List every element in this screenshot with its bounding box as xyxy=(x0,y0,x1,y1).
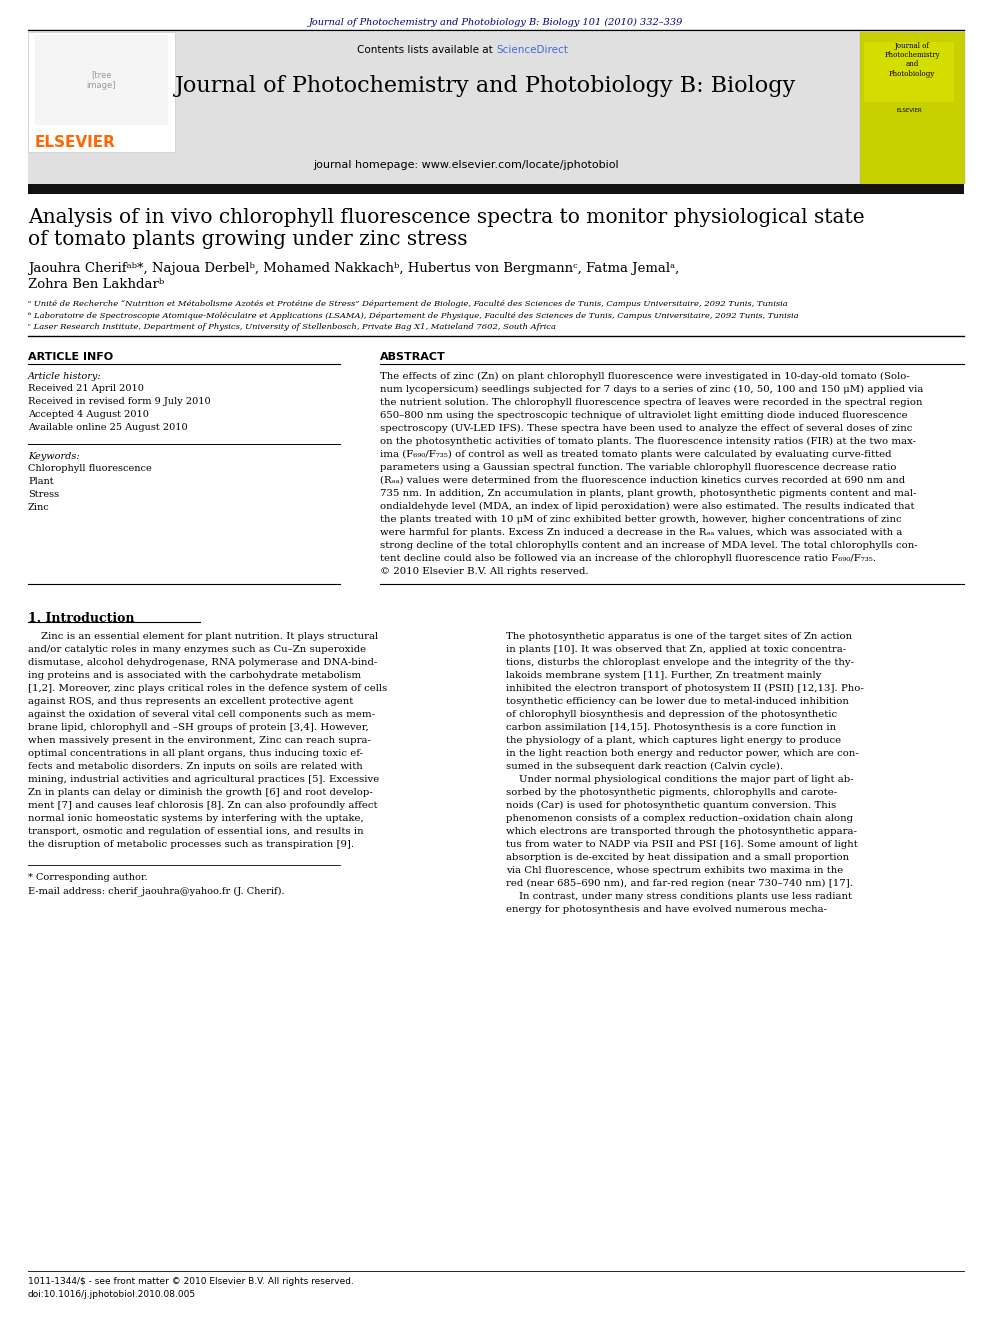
Text: Plant: Plant xyxy=(28,478,54,486)
Text: Zn in plants can delay or diminish the growth [6] and root develop-: Zn in plants can delay or diminish the g… xyxy=(28,789,373,796)
Text: brane lipid, chlorophyll and –SH groups of protein [3,4]. However,: brane lipid, chlorophyll and –SH groups … xyxy=(28,722,369,732)
Text: energy for photosynthesis and have evolved numerous mecha-: energy for photosynthesis and have evolv… xyxy=(506,905,827,914)
Text: The effects of zinc (Zn) on plant chlorophyll fluorescence were investigated in : The effects of zinc (Zn) on plant chloro… xyxy=(380,372,910,381)
Text: noids (Car) is used for photosynthetic quantum conversion. This: noids (Car) is used for photosynthetic q… xyxy=(506,800,836,810)
Text: of tomato plants growing under zinc stress: of tomato plants growing under zinc stre… xyxy=(28,230,467,249)
Text: and/or catalytic roles in many enzymes such as Cu–Zn superoxide: and/or catalytic roles in many enzymes s… xyxy=(28,646,366,654)
Text: in the light reaction both energy and reductor power, which are con-: in the light reaction both energy and re… xyxy=(506,749,859,758)
Text: 650–800 nm using the spectroscopic technique of ultraviolet light emitting diode: 650–800 nm using the spectroscopic techn… xyxy=(380,411,908,419)
Text: ᵇ Laboratoire de Spectroscopie Atomique-Moléculaire et Applications (LSAMA), Dép: ᵇ Laboratoire de Spectroscopie Atomique-… xyxy=(28,312,799,320)
Text: [tree
image]: [tree image] xyxy=(86,70,116,90)
Text: optimal concentrations in all plant organs, thus inducing toxic ef-: optimal concentrations in all plant orga… xyxy=(28,749,363,758)
Text: * Corresponding author.: * Corresponding author. xyxy=(28,873,148,882)
Text: Contents lists available at: Contents lists available at xyxy=(357,45,496,56)
Text: transport, osmotic and regulation of essential ions, and results in: transport, osmotic and regulation of ess… xyxy=(28,827,364,836)
Text: via Chl fluorescence, whose spectrum exhibits two maxima in the: via Chl fluorescence, whose spectrum exh… xyxy=(506,867,843,875)
Text: which electrons are transported through the photosynthetic appara-: which electrons are transported through … xyxy=(506,827,857,836)
Text: (Rₔₐ) values were determined from the fluorescence induction kinetics curves rec: (Rₔₐ) values were determined from the fl… xyxy=(380,476,905,486)
Text: Article history:: Article history: xyxy=(28,372,101,381)
Text: [1,2]. Moreover, zinc plays critical roles in the defence system of cells: [1,2]. Moreover, zinc plays critical rol… xyxy=(28,684,387,693)
Text: parameters using a Gaussian spectral function. The variable chlorophyll fluoresc: parameters using a Gaussian spectral fun… xyxy=(380,463,897,472)
Text: Available online 25 August 2010: Available online 25 August 2010 xyxy=(28,423,187,433)
Text: © 2010 Elsevier B.V. All rights reserved.: © 2010 Elsevier B.V. All rights reserved… xyxy=(380,568,588,576)
Bar xyxy=(28,32,175,152)
Text: num lycopersicum) seedlings subjected for 7 days to a series of zinc (10, 50, 10: num lycopersicum) seedlings subjected fo… xyxy=(380,385,924,394)
Text: normal ionic homeostatic systems by interfering with the uptake,: normal ionic homeostatic systems by inte… xyxy=(28,814,364,823)
Text: ing proteins and is associated with the carbohydrate metabolism: ing proteins and is associated with the … xyxy=(28,671,361,680)
Text: Journal of
Photochemistry
and
Photobiology: Journal of Photochemistry and Photobiolo… xyxy=(884,42,939,78)
Text: ELSEVIER: ELSEVIER xyxy=(35,135,116,149)
Text: ELSEVIER: ELSEVIER xyxy=(896,108,922,112)
Text: red (near 685–690 nm), and far-red region (near 730–740 nm) [17].: red (near 685–690 nm), and far-red regio… xyxy=(506,878,853,888)
Text: tosynthetic efficiency can be lower due to metal-induced inhibition: tosynthetic efficiency can be lower due … xyxy=(506,697,849,706)
Text: E-mail address: cherif_jaouhra@yahoo.fr (J. Cherif).: E-mail address: cherif_jaouhra@yahoo.fr … xyxy=(28,886,285,896)
Text: on the photosynthetic activities of tomato plants. The fluorescence intensity ra: on the photosynthetic activities of toma… xyxy=(380,437,917,446)
Text: spectroscopy (UV-LED IFS). These spectra have been used to analyze the effect of: spectroscopy (UV-LED IFS). These spectra… xyxy=(380,423,913,433)
Text: ondialdehyde level (MDA, an index of lipid peroxidation) were also estimated. Th: ondialdehyde level (MDA, an index of lip… xyxy=(380,501,915,511)
Text: ment [7] and causes leaf chlorosis [8]. Zn can also profoundly affect: ment [7] and causes leaf chlorosis [8]. … xyxy=(28,800,378,810)
Text: Analysis of in vivo chlorophyll fluorescence spectra to monitor physiological st: Analysis of in vivo chlorophyll fluoresc… xyxy=(28,208,865,228)
Text: carbon assimilation [14,15]. Photosynthesis is a core function in: carbon assimilation [14,15]. Photosynthe… xyxy=(506,722,836,732)
Text: Journal of Photochemistry and Photobiology B: Biology 101 (2010) 332–339: Journal of Photochemistry and Photobiolo… xyxy=(309,19,683,28)
Text: ABSTRACT: ABSTRACT xyxy=(380,352,445,363)
Text: mining, industrial activities and agricultural practices [5]. Excessive: mining, industrial activities and agricu… xyxy=(28,775,379,785)
Text: against ROS, and thus represents an excellent protective agent: against ROS, and thus represents an exce… xyxy=(28,697,353,706)
Text: of chlorophyll biosynthesis and depression of the photosynthetic: of chlorophyll biosynthesis and depressi… xyxy=(506,710,837,718)
Text: the nutrient solution. The chlorophyll fluorescence spectra of leaves were recor: the nutrient solution. The chlorophyll f… xyxy=(380,398,923,407)
Text: ᵃ Unité de Recherche “Nutrition et Métabolisme Azotés et Protéine de Stress” Dép: ᵃ Unité de Recherche “Nutrition et Métab… xyxy=(28,300,788,308)
Bar xyxy=(864,42,954,102)
Text: Keywords:: Keywords: xyxy=(28,452,79,460)
Bar xyxy=(28,184,964,194)
Text: Jaouhra Cherifᵃᵇ*, Najoua Derbelᵇ, Mohamed Nakkachᵇ, Hubertus von Bergmannᶜ, Fat: Jaouhra Cherifᵃᵇ*, Najoua Derbelᵇ, Moham… xyxy=(28,262,680,275)
Text: 1. Introduction: 1. Introduction xyxy=(28,613,135,624)
Text: ᶜ Laser Research Institute, Department of Physics, University of Stellenbosch, P: ᶜ Laser Research Institute, Department o… xyxy=(28,323,556,331)
Text: sorbed by the photosynthetic pigments, chlorophylls and carote-: sorbed by the photosynthetic pigments, c… xyxy=(506,789,837,796)
Text: tions, disturbs the chloroplast envelope and the integrity of the thy-: tions, disturbs the chloroplast envelope… xyxy=(506,658,854,667)
Text: dismutase, alcohol dehydrogenase, RNA polymerase and DNA-bind-: dismutase, alcohol dehydrogenase, RNA po… xyxy=(28,658,377,667)
Text: absorption is de-excited by heat dissipation and a small proportion: absorption is de-excited by heat dissipa… xyxy=(506,853,849,863)
Text: Zinc: Zinc xyxy=(28,503,50,512)
Text: Chlorophyll fluorescence: Chlorophyll fluorescence xyxy=(28,464,152,474)
Text: Zinc is an essential element for plant nutrition. It plays structural: Zinc is an essential element for plant n… xyxy=(28,632,378,642)
Text: 1011-1344/$ - see front matter © 2010 Elsevier B.V. All rights reserved.: 1011-1344/$ - see front matter © 2010 El… xyxy=(28,1277,354,1286)
Text: Stress: Stress xyxy=(28,490,60,499)
Text: ARTICLE INFO: ARTICLE INFO xyxy=(28,352,113,363)
Text: inhibited the electron transport of photosystem II (PSII) [12,13]. Pho-: inhibited the electron transport of phot… xyxy=(506,684,864,693)
Bar xyxy=(28,32,860,184)
Text: In contrast, under many stress conditions plants use less radiant: In contrast, under many stress condition… xyxy=(506,892,852,901)
Text: tent decline could also be followed via an increase of the chlorophyll fluoresce: tent decline could also be followed via … xyxy=(380,554,876,564)
Text: doi:10.1016/j.jphotobiol.2010.08.005: doi:10.1016/j.jphotobiol.2010.08.005 xyxy=(28,1290,196,1299)
Text: the physiology of a plant, which captures light energy to produce: the physiology of a plant, which capture… xyxy=(506,736,841,745)
Text: tus from water to NADP via PSII and PSI [16]. Some amount of light: tus from water to NADP via PSII and PSI … xyxy=(506,840,858,849)
Text: were harmful for plants. Excess Zn induced a decrease in the Rₔₐ values, which w: were harmful for plants. Excess Zn induc… xyxy=(380,528,903,537)
Text: 735 nm. In addition, Zn accumulation in plants, plant growth, photosynthetic pig: 735 nm. In addition, Zn accumulation in … xyxy=(380,490,917,497)
Text: the disruption of metabolic processes such as transpiration [9].: the disruption of metabolic processes su… xyxy=(28,840,354,849)
Bar xyxy=(860,32,965,184)
Text: Accepted 4 August 2010: Accepted 4 August 2010 xyxy=(28,410,149,419)
Text: fects and metabolic disorders. Zn inputs on soils are related with: fects and metabolic disorders. Zn inputs… xyxy=(28,762,363,771)
Text: against the oxidation of several vital cell components such as mem-: against the oxidation of several vital c… xyxy=(28,710,375,718)
Text: Received in revised form 9 July 2010: Received in revised form 9 July 2010 xyxy=(28,397,210,406)
Text: The photosynthetic apparatus is one of the target sites of Zn action: The photosynthetic apparatus is one of t… xyxy=(506,632,852,642)
Text: strong decline of the total chlorophylls content and an increase of MDA level. T: strong decline of the total chlorophylls… xyxy=(380,541,918,550)
Text: journal homepage: www.elsevier.com/locate/jphotobiol: journal homepage: www.elsevier.com/locat… xyxy=(313,160,619,169)
Text: ima (F₆₉₀/F₇₃₅) of control as well as treated tomato plants were calculated by e: ima (F₆₉₀/F₇₃₅) of control as well as tr… xyxy=(380,450,892,459)
Text: Zohra Ben Lakhdarᵇ: Zohra Ben Lakhdarᵇ xyxy=(28,278,165,291)
Text: lakoids membrane system [11]. Further, Zn treatment mainly: lakoids membrane system [11]. Further, Z… xyxy=(506,671,821,680)
Text: ScienceDirect: ScienceDirect xyxy=(496,45,567,56)
Text: the plants treated with 10 μM of zinc exhibited better growth, however, higher c: the plants treated with 10 μM of zinc ex… xyxy=(380,515,902,524)
Text: phenomenon consists of a complex reduction–oxidation chain along: phenomenon consists of a complex reducti… xyxy=(506,814,853,823)
Text: sumed in the subsequent dark reaction (Calvin cycle).: sumed in the subsequent dark reaction (C… xyxy=(506,762,783,771)
Text: in plants [10]. It was observed that Zn, applied at toxic concentra-: in plants [10]. It was observed that Zn,… xyxy=(506,646,846,654)
Text: Journal of Photochemistry and Photobiology B: Biology: Journal of Photochemistry and Photobiolo… xyxy=(175,75,797,97)
Bar xyxy=(35,34,168,124)
Text: Received 21 April 2010: Received 21 April 2010 xyxy=(28,384,144,393)
Text: Under normal physiological conditions the major part of light ab-: Under normal physiological conditions th… xyxy=(506,775,854,785)
Text: when massively present in the environment, Zinc can reach supra-: when massively present in the environmen… xyxy=(28,736,371,745)
